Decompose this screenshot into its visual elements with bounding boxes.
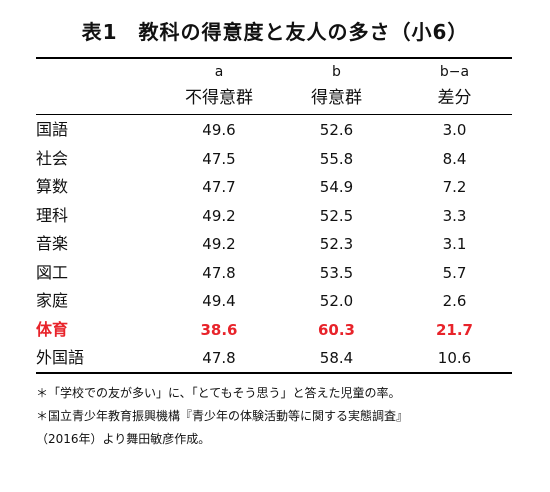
table-row: 理科 49.2 52.5 3.3 [36, 202, 512, 231]
subject-cell: 理科 [36, 205, 69, 225]
value-b-cell: 55.8 [319, 149, 354, 168]
table-header: a b b−a 不得意群 得意群 差分 [36, 62, 512, 114]
table-row: 図工 47.8 53.5 5.7 [36, 259, 512, 288]
table-header-rule [36, 114, 512, 115]
subject-cell: 算数 [36, 177, 69, 196]
table-body: 国語 49.6 52.6 3.0 社会 47.5 55.8 8.4 算数 47.7 54.9 7.2 理… [36, 114, 512, 373]
value-b-cell: 52.0 [319, 292, 354, 310]
value-b-cell: 60.3 [317, 320, 355, 339]
footnote-1: ＊「学校での友が多い」に、「とてもそう思う」と答えた児童の率。 [36, 386, 401, 400]
value-b-cell: 52.5 [319, 206, 354, 225]
value-b-cell: 54.9 [319, 178, 354, 196]
header-b-letter: b [332, 64, 341, 80]
table-row: 国語 49.6 52.6 3.0 [36, 114, 512, 145]
subject-cell: 外国語 [36, 348, 85, 367]
value-diff-cell: 3.1 [442, 235, 467, 253]
value-diff-cell: 8.4 [442, 149, 467, 168]
table-bottom-rule [36, 372, 512, 374]
subject-cell: 図工 [36, 262, 69, 282]
table-row: 外国語 47.8 58.4 10.6 [36, 344, 512, 373]
value-b-cell: 53.5 [319, 263, 354, 282]
table-row: 社会 47.5 55.8 8.4 [36, 145, 512, 174]
value-a-cell: 49.2 [202, 206, 236, 225]
table-row: 算数 47.7 54.9 7.2 [36, 173, 512, 202]
footnote-3: （2016年）より舞田敏彦作成。 [36, 432, 211, 446]
header-subject-name [36, 83, 162, 114]
value-a-cell: 47.8 [202, 263, 236, 282]
value-a-cell: 38.6 [200, 320, 238, 339]
footnotes: ＊「学校での友が多い」に、「とてもそう思う」と答えた児童の率。 ＊国立青少年教育… [36, 382, 536, 451]
value-diff-cell: 3.0 [442, 121, 467, 139]
value-diff-cell: 10.6 [437, 349, 472, 367]
value-a-cell: 49.4 [202, 292, 236, 310]
table-title: 表1 教科の得意度と友人の多さ（小6） [81, 20, 469, 44]
subject-cell: 社会 [36, 148, 69, 168]
header-diff-name: 差分 [437, 88, 472, 108]
header-a-letter: a [214, 64, 224, 80]
value-diff-cell: 3.3 [442, 206, 467, 225]
value-b-cell: 52.3 [319, 235, 354, 253]
subject-cell: 国語 [36, 120, 69, 139]
value-a-cell: 47.7 [202, 178, 236, 196]
header-a-name: 不得意群 [185, 88, 253, 108]
data-table: a b b−a 不得意群 得意群 差分 国語 49.6 52.6 3.0 社会 47.5 5… [36, 62, 512, 373]
subject-cell: 音楽 [36, 234, 69, 253]
value-diff-cell: 2.6 [442, 292, 467, 310]
value-a-cell: 49.6 [202, 121, 236, 139]
table-row: 体育 38.6 60.3 21.7 [36, 316, 512, 345]
header-name-row: 不得意群 得意群 差分 [36, 83, 512, 114]
subject-cell: 体育 [36, 319, 69, 339]
value-a-cell: 47.8 [202, 349, 236, 367]
value-a-cell: 47.5 [202, 149, 236, 168]
value-diff-cell: 5.7 [442, 263, 467, 282]
value-diff-cell: 7.2 [442, 178, 467, 196]
value-a-cell: 49.2 [202, 235, 236, 253]
value-diff-cell: 21.7 [435, 320, 473, 339]
value-b-cell: 58.4 [319, 349, 354, 367]
header-diff-letter: b−a [439, 64, 470, 80]
subject-cell: 家庭 [36, 291, 69, 310]
header-subject-letter [36, 62, 162, 83]
value-b-cell: 52.6 [319, 121, 354, 139]
table-row: 家庭 49.4 52.0 2.6 [36, 287, 512, 316]
table-row: 音楽 49.2 52.3 3.1 [36, 230, 512, 259]
footnote-2: ＊国立青少年教育振興機構『青少年の体験活動等に関する実態調査』 [36, 409, 409, 423]
header-letter-row: a b b−a [36, 62, 512, 83]
header-b-name: 得意群 [311, 88, 362, 108]
table-top-rule [36, 57, 512, 59]
